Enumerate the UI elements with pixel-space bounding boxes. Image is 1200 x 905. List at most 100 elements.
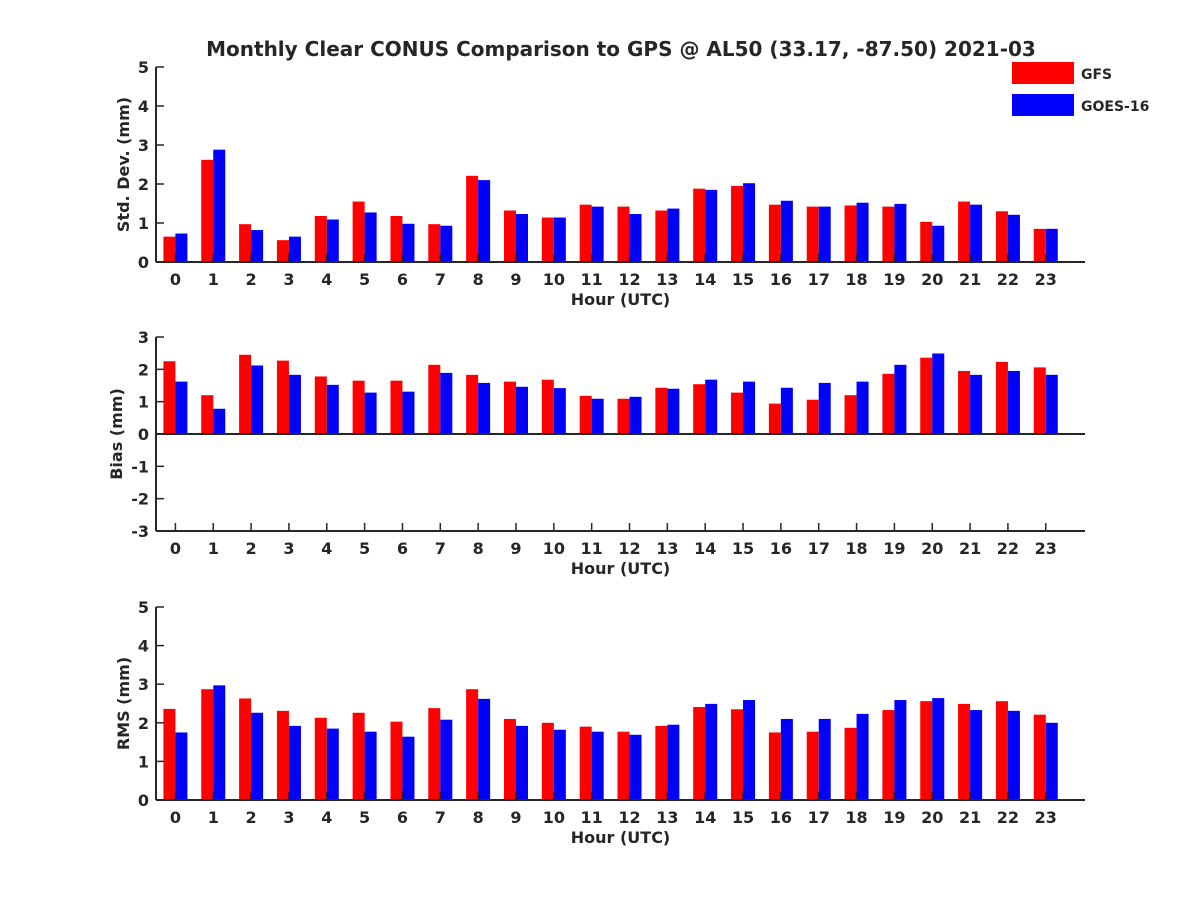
bar (579, 395, 592, 434)
bar (288, 236, 301, 262)
x-tick-label: 6 (397, 270, 408, 289)
bar (705, 189, 718, 262)
bar (693, 188, 706, 262)
x-tick-label: 7 (435, 539, 446, 558)
bar (466, 689, 479, 800)
bar (806, 399, 819, 434)
bar (440, 225, 453, 262)
bar (288, 374, 301, 434)
bar (390, 380, 403, 434)
x-tick-label: 4 (321, 808, 332, 827)
x-tick-label: 13 (656, 539, 678, 558)
bar (515, 386, 528, 434)
x-tick-label: 16 (770, 539, 792, 558)
x-tick-label: 2 (246, 808, 257, 827)
x-tick-label: 11 (581, 270, 603, 289)
bar (163, 708, 176, 800)
y-tick-label: -1 (131, 457, 149, 476)
bar (579, 204, 592, 262)
x-tick-label: 14 (694, 270, 716, 289)
bar (402, 223, 415, 262)
bar (553, 217, 566, 262)
x-tick-label: 12 (618, 808, 640, 827)
bar (553, 729, 566, 800)
x-tick-label: 8 (473, 539, 484, 558)
x-tick-label: 0 (170, 270, 181, 289)
y-tick-label: 3 (138, 675, 149, 694)
x-tick-label: 10 (543, 808, 565, 827)
bar (239, 698, 252, 800)
y-tick-label: 4 (138, 637, 149, 656)
y-tick-label: -2 (131, 490, 149, 509)
bar (667, 388, 680, 434)
bar (213, 149, 226, 262)
x-tick-label: 12 (618, 270, 640, 289)
bar (440, 372, 453, 434)
y-tick-label: 1 (138, 393, 149, 412)
bar (478, 180, 491, 262)
bar (239, 224, 252, 262)
bar (239, 354, 252, 434)
x-tick-label: 16 (770, 808, 792, 827)
x-tick-label: 21 (959, 270, 981, 289)
bar (515, 725, 528, 800)
bar (175, 381, 188, 434)
bar (478, 698, 491, 800)
legend-label: GOES-16 (1081, 99, 1149, 115)
bar (503, 381, 516, 434)
bar (705, 379, 718, 434)
x-tick-label: 17 (808, 808, 830, 827)
bar (251, 365, 264, 434)
bar (503, 210, 516, 262)
bar (201, 159, 214, 262)
bar (655, 387, 668, 434)
bar (970, 710, 983, 800)
y-tick-label: 0 (138, 425, 149, 444)
bar (276, 710, 289, 800)
x-tick-label: 17 (808, 270, 830, 289)
x-tick-label: 15 (732, 270, 754, 289)
bar (731, 392, 744, 434)
bar (958, 201, 971, 262)
bar (629, 734, 642, 800)
bar (693, 706, 706, 800)
bar (932, 698, 945, 800)
bar (780, 718, 793, 800)
x-tick-label: 13 (656, 270, 678, 289)
y-tick-label: 2 (138, 360, 149, 379)
x-tick-label: 9 (510, 808, 521, 827)
bar (617, 398, 630, 434)
bar (995, 211, 1008, 262)
bar (1007, 370, 1020, 434)
bar (731, 185, 744, 262)
x-tick-label: 9 (510, 270, 521, 289)
bar (591, 731, 604, 800)
bar (1033, 714, 1046, 800)
y-tick-label: -3 (131, 522, 149, 541)
x-tick-label: 3 (283, 808, 294, 827)
bar (617, 206, 630, 262)
bar (818, 206, 831, 262)
bar (780, 200, 793, 262)
bar (314, 215, 327, 262)
bar (201, 689, 214, 800)
bar (352, 380, 365, 434)
bar (818, 718, 831, 800)
x-tick-label: 5 (359, 539, 370, 558)
x-tick-label: 22 (997, 270, 1019, 289)
x-tick-label: 15 (732, 539, 754, 558)
y-tick-label: 1 (138, 752, 149, 771)
x-tick-label: 20 (921, 539, 943, 558)
x-tick-label: 0 (170, 808, 181, 827)
bar (326, 219, 339, 262)
series-goes-16 (175, 149, 1058, 262)
bar (466, 175, 479, 262)
y-tick-label: 3 (138, 136, 149, 155)
bar (402, 391, 415, 434)
bar (844, 395, 857, 434)
bar (995, 701, 1008, 800)
x-tick-label: 1 (208, 808, 219, 827)
bar (314, 717, 327, 800)
